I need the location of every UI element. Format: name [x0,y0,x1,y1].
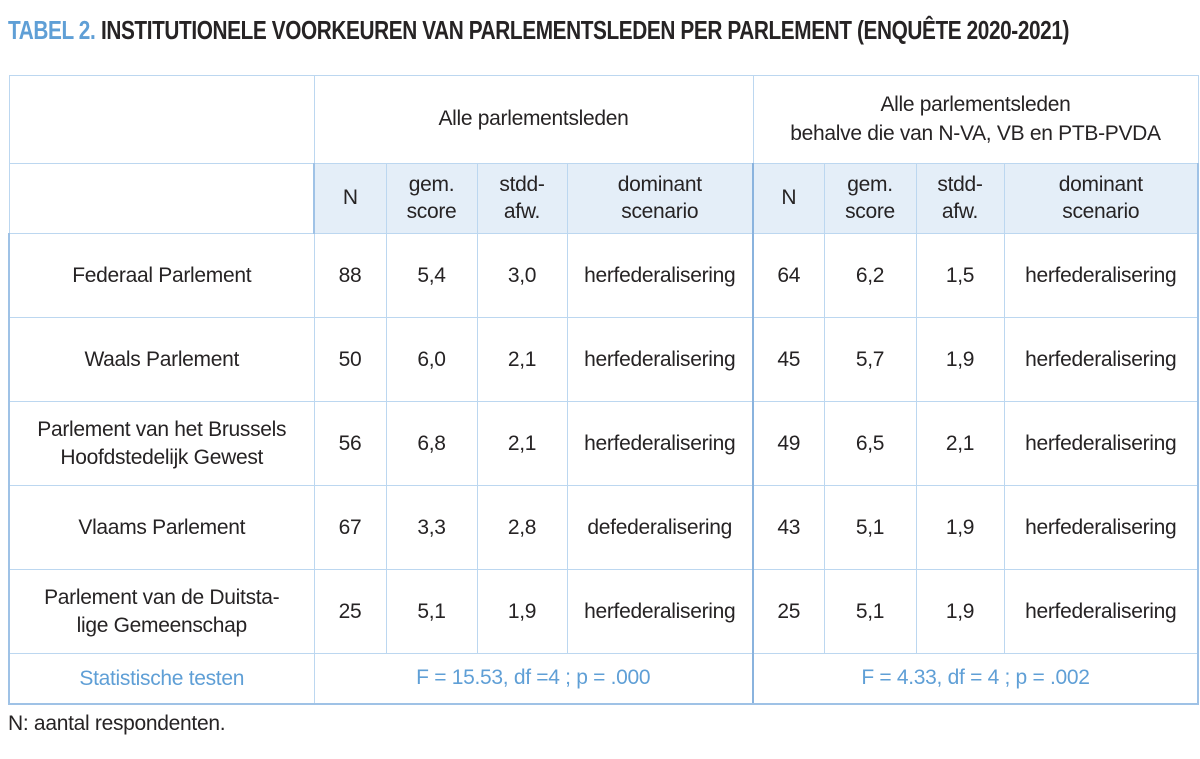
data-cell: 2,1 [476,401,568,486]
row-label: Vlaams Parlement [8,485,315,570]
table-row-waals-parlement: Waals Parlement 50 6,0 2,1 herfederalise… [8,317,1199,402]
col-header-n-2: N [752,163,825,234]
data-cell: 3,0 [476,233,568,318]
data-cell: 64 [752,233,825,318]
row-label: Waals Parlement [8,317,315,402]
table-row-federaal-parlement: Federaal Parlement 88 5,4 3,0 herfederal… [8,233,1199,318]
data-cell: 1,9 [915,485,1005,570]
data-cell: 5,4 [385,233,478,318]
data-cell: 25 [752,569,825,654]
data-cell: herfederalisering [566,317,754,402]
table-caption: TABEL 2. INSTITUTIONELE VOORKEUREN VAN PA… [8,15,1200,46]
data-cell: 6,8 [385,401,478,486]
col-header-n-1: N [313,163,387,234]
col-header-dominant-scenario-1: dominant scenario [566,163,754,234]
data-cell: 5,1 [823,485,917,570]
data-cell: herfederalisering [566,233,754,318]
data-cell: 67 [313,485,387,570]
col-header-gem-score-1: gem. score [385,163,478,234]
data-cell: 56 [313,401,387,486]
table-row-duitstalige-gemeenschap: Parlement van de Duitsta- lige Gemeensch… [8,569,1199,654]
data-cell: 6,0 [385,317,478,402]
statistics-value-group1: F = 15.53, df =4 ; p = .000 [313,653,754,705]
group-header-row: Alle parlementsleden Alle parlementslede… [8,75,1199,164]
data-cell: 1,9 [915,569,1005,654]
data-cell: 49 [752,401,825,486]
table-caption-inner: TABEL 2. INSTITUTIONELE VOORKEUREN VAN PA… [8,15,1069,46]
group-header-excluding-parties: Alle parlementsleden behalve die van N-V… [752,75,1199,164]
table-row-vlaams-parlement: Vlaams Parlement 67 3,3 2,8 defederalise… [8,485,1199,570]
data-cell: herfederalisering [1003,569,1199,654]
data-cell: 50 [313,317,387,402]
data-cell: herfederalisering [1003,401,1199,486]
data-cell: 1,5 [915,233,1005,318]
column-header-row: N gem. score stdd- afw. dominant scenari… [8,163,1199,234]
preferences-table: Alle parlementsleden Alle parlementslede… [8,75,1199,705]
data-cell: herfederalisering [1003,317,1199,402]
statistics-value-group2: F = 4.33, df = 4 ; p = .002 [752,653,1199,705]
statistics-row: Statistische testen F = 15.53, df =4 ; p… [8,653,1199,705]
data-cell: 1,9 [915,317,1005,402]
table-row-brussels-parlement: Parlement van het Brussels Hoofdstedelij… [8,401,1199,486]
data-cell: 6,5 [823,401,917,486]
data-cell: herfederalisering [566,569,754,654]
data-cell: defederalisering [566,485,754,570]
data-cell: 45 [752,317,825,402]
data-cell: herfederalisering [1003,233,1199,318]
statistics-row-label: Statistische testen [8,653,315,705]
table-number: TABEL 2. [8,15,96,45]
group-header-all-members: Alle parlementsleden [313,75,754,164]
row-label: Federaal Parlement [8,233,315,318]
data-cell: herfederalisering [1003,485,1199,570]
col-header-stdd-afw-1: stdd- afw. [476,163,568,234]
table-footnote: N: aantal respondenten. [8,712,226,735]
data-cell: 88 [313,233,387,318]
data-cell: 6,2 [823,233,917,318]
data-cell: 25 [313,569,387,654]
data-cell: 2,8 [476,485,568,570]
data-cell: herfederalisering [566,401,754,486]
data-cell: 1,9 [476,569,568,654]
data-cell: 2,1 [476,317,568,402]
data-cell: 2,1 [915,401,1005,486]
table-title-text: INSTITUTIONELE VOORKEUREN VAN PARLEMENTS… [100,15,1070,45]
data-cell: 5,1 [823,569,917,654]
col-header-dominant-scenario-2: dominant scenario [1003,163,1199,234]
col-header-stdd-afw-2: stdd- afw. [915,163,1005,234]
row-label: Parlement van het Brussels Hoofdstedelij… [8,401,315,486]
data-cell: 3,3 [385,485,478,570]
spacer-cell [8,75,315,164]
col-header-gem-score-2: gem. score [823,163,917,234]
spacer-cell [8,163,315,234]
data-cell: 5,7 [823,317,917,402]
row-label: Parlement van de Duitsta- lige Gemeensch… [8,569,315,654]
data-cell: 5,1 [385,569,478,654]
data-cell: 43 [752,485,825,570]
